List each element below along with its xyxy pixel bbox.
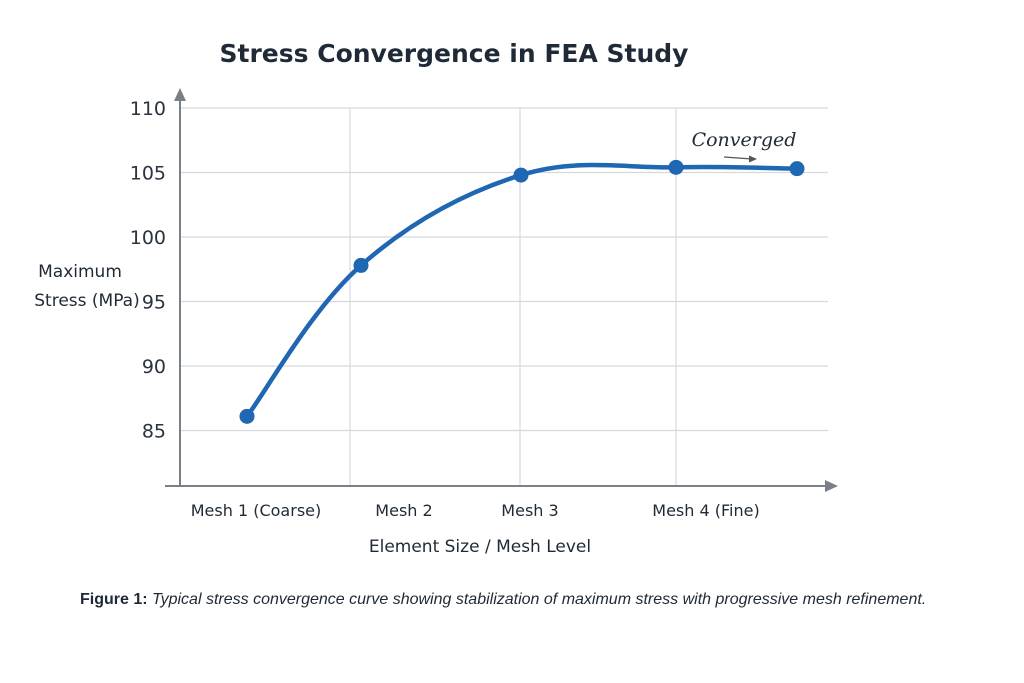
y-tick-labels: 85 90 95 100 105 110	[130, 98, 166, 443]
x-tick-labels: Mesh 1 (Coarse) Mesh 2 Mesh 3 Mesh 4 (Fine)	[191, 501, 760, 520]
y-axis-label-line-2: Stress (MPa)	[34, 291, 140, 311]
y-tick-label-110: 110	[130, 98, 166, 120]
converged-annotation: Converged	[692, 129, 797, 151]
data-point-3	[668, 159, 684, 175]
x-tick-label-1: Mesh 2	[375, 501, 432, 520]
x-tick-label-3: Mesh 4 (Fine)	[652, 501, 759, 520]
data-points	[239, 159, 805, 424]
caption-lead: Figure 1:	[80, 591, 148, 608]
x-tick-label-0: Mesh 1 (Coarse)	[191, 501, 321, 520]
series-line	[244, 162, 800, 419]
data-point-0	[239, 408, 255, 424]
chart-title: Stress Convergence in FEA Study	[220, 39, 689, 68]
y-tick-label-90: 90	[142, 356, 166, 378]
grid	[180, 107, 828, 486]
data-point-4	[789, 161, 805, 177]
x-axis-arrow-icon	[825, 480, 838, 492]
y-axis-arrow-icon	[174, 88, 186, 101]
caption-body: Typical stress convergence curve showing…	[152, 591, 927, 608]
y-tick-label-95: 95	[142, 292, 166, 314]
y-tick-label-105: 105	[130, 163, 166, 185]
data-point-2	[513, 167, 529, 183]
y-tick-label-85: 85	[142, 421, 166, 443]
y-axis-label-line-1: Maximum	[38, 262, 122, 282]
converged-arrow-icon	[723, 155, 757, 163]
y-tick-label-100: 100	[130, 227, 166, 249]
data-point-1	[353, 257, 369, 273]
axes	[165, 88, 838, 492]
x-axis-label: Element Size / Mesh Level	[369, 537, 591, 557]
figure-caption: Figure 1: Typical stress convergence cur…	[80, 591, 980, 609]
x-tick-label-2: Mesh 3	[501, 501, 558, 520]
